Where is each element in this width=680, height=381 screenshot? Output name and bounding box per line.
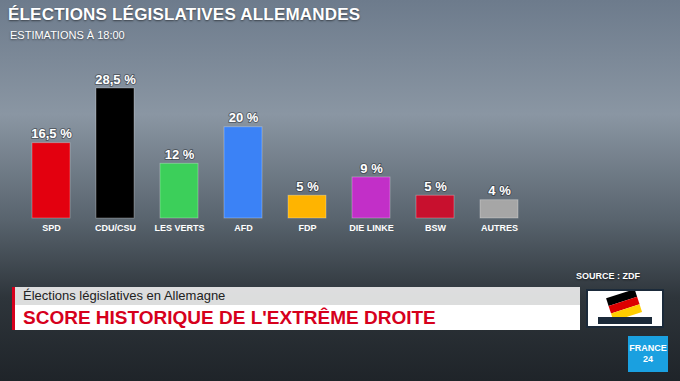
svg-text:CDU/CSU: CDU/CSU	[95, 223, 136, 233]
svg-text:16,5 %: 16,5 %	[31, 126, 72, 141]
svg-text:9 %: 9 %	[360, 161, 383, 176]
svg-text:DIE LINKE: DIE LINKE	[349, 223, 394, 233]
html-text:SCORE HISTORIQUE DE L'EXTRÊME: SCORE HISTORIQUE DE L'EXTRÊME DROITE	[23, 307, 436, 328]
svg-text:LES VERTS: LES VERTS	[154, 223, 204, 233]
svg-text:20 %: 20 %	[229, 110, 259, 125]
svg-text:12 %: 12 %	[165, 147, 195, 162]
html-text:FRANCE 24: FRANCE 24	[629, 343, 667, 364]
svg-text:28,5 %: 28,5 %	[95, 72, 136, 87]
svg-text:5 %: 5 %	[296, 179, 319, 194]
svg-text:5 %: 5 %	[424, 179, 447, 194]
svg-text:AUTRES: AUTRES	[481, 223, 518, 233]
html-text:ÉLECTIONS LÉGISLATIVES ALLEMAN: ÉLECTIONS LÉGISLATIVES ALLEMANDES	[8, 5, 361, 24]
svg-text:AFD: AFD	[234, 223, 253, 233]
html-text:ESTIMATIONS À 18:00: ESTIMATIONS À 18:00	[10, 29, 125, 41]
svg-text:BSW: BSW	[425, 223, 447, 233]
svg-text:FDP: FDP	[299, 223, 317, 233]
svg-text:SPD: SPD	[42, 223, 61, 233]
html-text:SOURCE : ZDF: SOURCE : ZDF	[576, 271, 640, 281]
html-text:Élections législatives en Alle: Élections législatives en Allemagne	[23, 288, 226, 303]
svg-text:4 %: 4 %	[488, 183, 511, 198]
